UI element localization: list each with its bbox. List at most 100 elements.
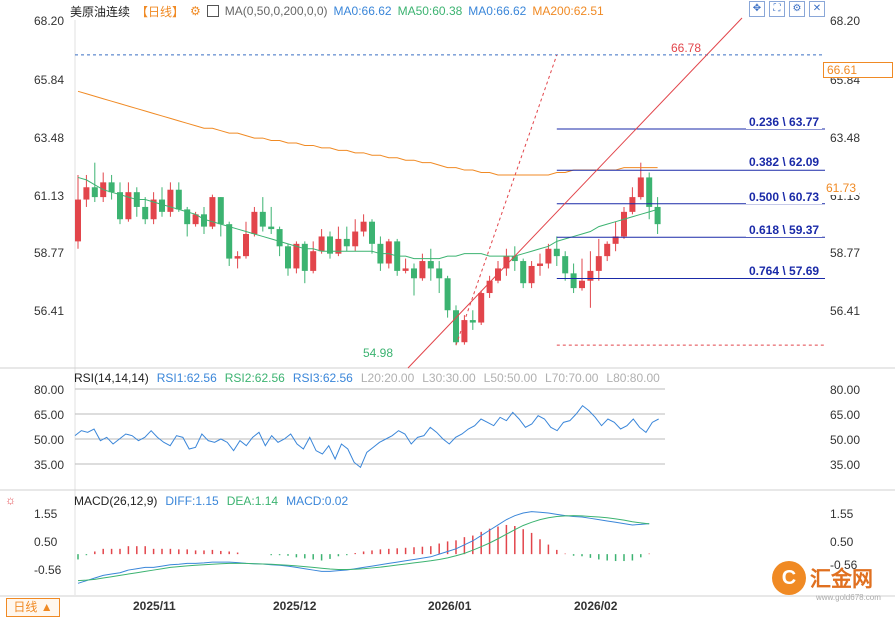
- x-axis-label: 2026/01: [428, 599, 472, 613]
- settings-icon[interactable]: ⚙: [789, 1, 805, 17]
- candle-body: [352, 231, 359, 247]
- fib-label-0236: 0.236 \ 63.77: [746, 115, 823, 129]
- candle-body: [184, 209, 191, 225]
- candle-body: [327, 236, 333, 254]
- candle-body: [125, 192, 132, 220]
- rsi-level: L50:50.00: [483, 371, 538, 385]
- candle-body: [318, 236, 325, 252]
- toolbar: ✥ ⛶ ⚙ ✕: [749, 1, 825, 17]
- rsi-axis-label-right: 35.00: [830, 458, 861, 472]
- ma0b-value: MA0:66.62: [468, 4, 527, 18]
- candle-body: [385, 241, 392, 264]
- candle-body: [175, 189, 182, 210]
- candle-body: [478, 293, 485, 323]
- candle-body: [604, 243, 611, 257]
- fib-label-0764: 0.764 \ 57.69: [746, 264, 823, 278]
- close-icon[interactable]: ✕: [809, 1, 825, 17]
- candle-body: [201, 214, 207, 227]
- macd-toggle-icon[interactable]: ☼: [5, 493, 16, 507]
- ma200-price-tag: 61.73: [823, 181, 860, 195]
- x-axis-label: 2025/11: [133, 599, 176, 613]
- rsi-axis-label: 35.00: [34, 458, 65, 472]
- price-axis-label-right: 68.20: [830, 14, 861, 28]
- price-axis-label-right: 58.77: [830, 246, 861, 260]
- candle-body: [495, 268, 501, 281]
- rsi-level: L70:70.00: [545, 371, 599, 385]
- macd-axis-label-right: 0.50: [830, 535, 854, 549]
- period-selector-button[interactable]: 日线 ▲: [6, 598, 60, 617]
- ma-legend-icon: [206, 5, 219, 17]
- candle-body: [646, 177, 653, 207]
- rsi-axis-label-right: 50.00: [830, 433, 861, 447]
- fullscreen-icon[interactable]: ⛶: [769, 1, 785, 17]
- move-icon[interactable]: ✥: [749, 1, 765, 17]
- rsi-level: L20:20.00: [360, 371, 415, 385]
- candle-body: [251, 211, 258, 234]
- candle-body: [444, 278, 451, 311]
- macd-axis-label-right: -0.56: [830, 558, 858, 572]
- rsi-level: L30:30.00: [422, 371, 476, 385]
- settings-gear-icon[interactable]: ⚙: [190, 4, 201, 18]
- candle-body: [411, 268, 417, 279]
- price-axis-label-right: 63.48: [830, 131, 861, 145]
- price-axis-label: 63.48: [34, 131, 65, 145]
- rsi-level: L80:80.00: [606, 371, 660, 385]
- candle-body: [150, 199, 157, 220]
- candle-body: [469, 320, 476, 323]
- macd-axis-label: 0.50: [34, 535, 58, 549]
- candle-body: [293, 243, 300, 269]
- rsi-axis-label: 80.00: [34, 383, 65, 397]
- macd-axis-label-right: 1.55: [830, 507, 854, 521]
- macd-title: MACD(26,12,9): [74, 494, 158, 508]
- rsi-axis-label: 50.00: [34, 433, 65, 447]
- macd-axis-label: 1.55: [34, 507, 58, 521]
- trend-line: [407, 17, 743, 369]
- candle-body: [419, 261, 426, 279]
- candle-body: [285, 246, 291, 269]
- candle-body: [570, 273, 577, 289]
- candle-body: [343, 238, 350, 247]
- candle-body: [595, 256, 602, 271]
- rsi1-value: RSI1:62.56: [156, 371, 217, 385]
- ma200-line: [77, 90, 658, 176]
- fib-label-0382: 0.382 \ 62.09: [746, 155, 823, 169]
- candle-body: [268, 226, 275, 230]
- candle-body: [453, 310, 459, 343]
- candle-body: [629, 197, 636, 212]
- candle-body: [427, 261, 434, 269]
- candle-body: [637, 177, 644, 198]
- rsi-title: RSI(14,14,14): [74, 371, 149, 385]
- candle-body: [209, 197, 216, 227]
- candle-body: [545, 248, 552, 264]
- macd-diff: DIFF:1.15: [165, 494, 219, 508]
- candle-body: [520, 261, 527, 284]
- current-price-tag: 66.61: [823, 62, 893, 78]
- ma-settings: MA(0,50,0,200,0,0): [224, 4, 328, 18]
- x-axis-label: 2026/02: [574, 599, 618, 613]
- candle-body: [528, 265, 535, 284]
- macd-header: MACD(26,12,9) DIFF:1.15 DEA:1.14 MACD:0.…: [74, 494, 348, 508]
- rsi3-value: RSI3:62.56: [292, 371, 353, 385]
- gold678-logo: C 汇金网: [772, 561, 873, 595]
- symbol-name: 美原油连续: [70, 4, 131, 19]
- candle-body: [192, 214, 199, 225]
- high-price-label: 66.78: [671, 41, 702, 55]
- low-price-label: 54.98: [363, 346, 394, 360]
- fib-label-0500: 0.500 \ 60.73: [746, 190, 823, 204]
- candle-body: [301, 243, 308, 271]
- candle-body: [117, 192, 123, 220]
- candle-body: [369, 221, 375, 244]
- rsi2-value: RSI2:62.56: [224, 371, 285, 385]
- rsi-header: RSI(14,14,14) RSI1:62.56 RSI2:62.56 RSI3…: [74, 371, 660, 385]
- candle-body: [167, 189, 174, 212]
- macd-axis-label: -0.56: [34, 563, 62, 577]
- candle-body: [553, 248, 560, 257]
- candle-body: [159, 199, 165, 212]
- candle-body: [217, 197, 224, 225]
- candle-body: [537, 263, 543, 266]
- macd-dea-line: [77, 515, 650, 582]
- period-label: 【日线】: [136, 4, 185, 19]
- x-axis-label: 2025/12: [273, 599, 317, 613]
- candle-body: [360, 221, 367, 232]
